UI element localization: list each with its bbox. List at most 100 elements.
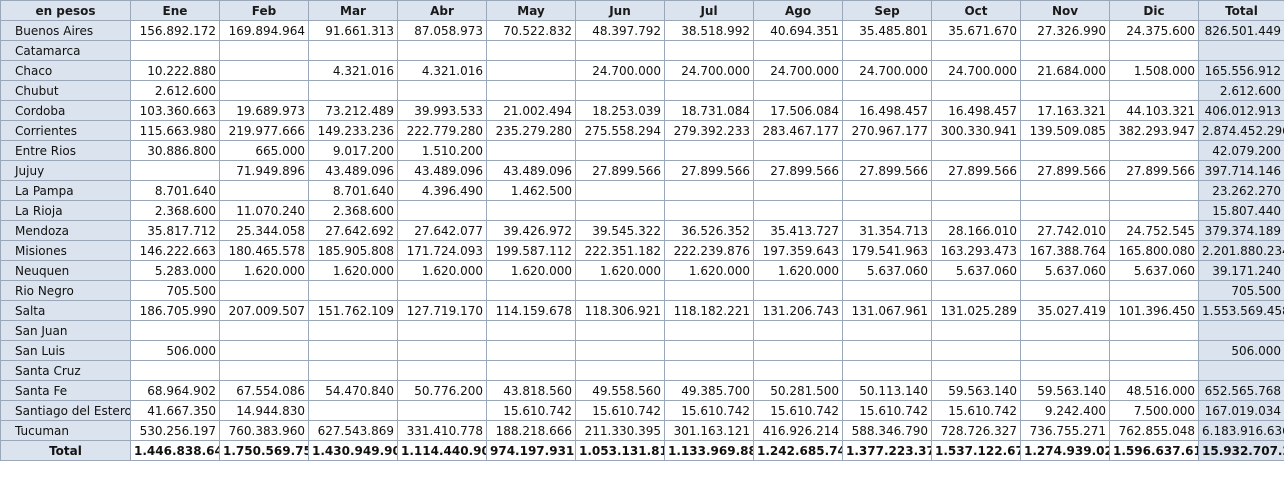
month-value-cell: 9.017.200 (308, 140, 398, 161)
month-value-cell: 21.002.494 (486, 100, 576, 121)
row-total-cell: 15.807.440 (1198, 200, 1284, 221)
month-value-cell: 48.516.000 (1109, 380, 1199, 401)
month-value-cell (575, 320, 665, 341)
row-total-cell: 165.556.912 (1198, 60, 1284, 81)
province-name: Neuquen (0, 260, 131, 281)
province-name: San Juan (0, 320, 131, 341)
header-row: en pesos Ene Feb Mar Abr May Jun Jul Ago Sep Oct N… (0, 0, 1284, 21)
month-value-cell (931, 340, 1021, 361)
month-value-cell (664, 80, 754, 101)
month-value-cell (842, 340, 932, 361)
month-value-cell: 131.067.961 (842, 300, 932, 321)
row-total-cell: 826.501.449 (1198, 20, 1284, 41)
row-total-cell (1198, 320, 1284, 341)
month-value-cell: 115.663.980 (130, 120, 220, 141)
month-value-cell: 219.977.666 (219, 120, 309, 141)
month-value-cell: 27.899.566 (664, 160, 754, 181)
month-value-cell: 222.779.280 (397, 120, 487, 141)
table-row: Santa Fe 68.964.902 67.554.086 54.470.840 50… (0, 380, 1284, 401)
month-value-cell: 15.610.742 (575, 400, 665, 421)
month-value-cell: 15.610.742 (753, 400, 843, 421)
month-value-cell (486, 80, 576, 101)
month-value-cell (664, 280, 754, 301)
month-value-cell: 114.159.678 (486, 300, 576, 321)
month-value-cell: 270.967.177 (842, 120, 932, 141)
month-value-cell: 24.700.000 (664, 60, 754, 81)
month-value-cell (397, 320, 487, 341)
month-value-cell: 44.103.321 (1109, 100, 1199, 121)
month-value-cell (842, 320, 932, 341)
provincial-amounts-table: en pesos Ene Feb Mar Abr May Jun Jul Ago Sep Oct N… (0, 0, 1284, 461)
month-value-cell: 18.731.084 (664, 100, 754, 121)
month-value-cell: 31.354.713 (842, 220, 932, 241)
month-value-cell (308, 340, 398, 361)
month-value-cell (219, 280, 309, 301)
table-row: Entre Rios 30.886.800 665.000 9.017.200 1.51… (0, 140, 1284, 161)
month-value-cell: 156.892.172 (130, 20, 220, 41)
month-value-cell: 35.671.670 (931, 20, 1021, 41)
month-value-cell: 9.242.400 (1020, 400, 1110, 421)
month-value-cell: 49.385.700 (664, 380, 754, 401)
month-value-cell (219, 340, 309, 361)
month-value-cell: 118.182.221 (664, 300, 754, 321)
province-name: Cordoba (0, 100, 131, 121)
month-value-cell (308, 40, 398, 61)
month-value-cell: 17.163.321 (1020, 100, 1110, 121)
month-value-cell: 35.413.727 (753, 220, 843, 241)
month-value-cell: 382.293.947 (1109, 120, 1199, 141)
month-value-cell: 197.359.643 (753, 240, 843, 261)
table-row: La Rioja 2.368.600 11.070.240 2.368.600 15.8… (0, 200, 1284, 221)
month-value-cell: 35.817.712 (130, 220, 220, 241)
month-value-cell: 19.689.973 (219, 100, 309, 121)
month-value-cell: 17.506.084 (753, 100, 843, 121)
month-value-cell (842, 180, 932, 201)
month-value-cell: 180.465.578 (219, 240, 309, 261)
month-total-cell: 1.274.939.026 (1020, 440, 1110, 461)
month-total-cell: 1.377.223.370 (842, 440, 932, 461)
month-header: Feb (219, 0, 309, 21)
month-header: Mar (308, 0, 398, 21)
month-value-cell (842, 280, 932, 301)
month-value-cell: 15.610.742 (931, 400, 1021, 421)
month-value-cell (931, 140, 1021, 161)
month-value-cell (753, 40, 843, 61)
month-value-cell: 15.610.742 (486, 400, 576, 421)
month-value-cell: 1.508.000 (1109, 60, 1199, 81)
month-value-cell (1109, 320, 1199, 341)
month-value-cell (753, 80, 843, 101)
row-total-cell: 39.171.240 (1198, 260, 1284, 281)
month-value-cell (575, 200, 665, 221)
month-header: Jul (664, 0, 754, 21)
month-value-cell: 211.330.395 (575, 420, 665, 441)
month-value-cell: 27.899.566 (1020, 160, 1110, 181)
month-value-cell: 151.762.109 (308, 300, 398, 321)
table-row: Jujuy 71.949.896 43.489.096 43.489.096 43.48… (0, 160, 1284, 181)
month-value-cell: 50.113.140 (842, 380, 932, 401)
month-total-cell: 974.197.931 (486, 440, 576, 461)
month-value-cell: 199.587.112 (486, 240, 576, 261)
month-value-cell: 11.070.240 (219, 200, 309, 221)
month-value-cell: 1.620.000 (308, 260, 398, 281)
grand-total-cell: 15.932.707.285 (1198, 440, 1284, 461)
month-value-cell (486, 320, 576, 341)
month-header: Dic (1109, 0, 1199, 21)
month-value-cell (842, 80, 932, 101)
month-value-cell (753, 340, 843, 361)
month-value-cell: 300.330.941 (931, 120, 1021, 141)
month-value-cell (486, 280, 576, 301)
month-value-cell: 49.558.560 (575, 380, 665, 401)
month-value-cell: 171.724.093 (397, 240, 487, 261)
province-name: Chubut (0, 80, 131, 101)
month-value-cell: 43.818.560 (486, 380, 576, 401)
row-label-header: en pesos (0, 0, 131, 21)
month-value-cell (1109, 80, 1199, 101)
table-row: Salta 186.705.990 207.009.507 151.762.109 12… (0, 300, 1284, 321)
month-value-cell (397, 40, 487, 61)
month-value-cell: 127.719.170 (397, 300, 487, 321)
month-value-cell: 50.281.500 (753, 380, 843, 401)
month-value-cell (842, 140, 932, 161)
row-total-cell: 397.714.146 (1198, 160, 1284, 181)
month-value-cell (1020, 320, 1110, 341)
month-value-cell (1109, 140, 1199, 161)
total-header: Total (1198, 0, 1284, 21)
